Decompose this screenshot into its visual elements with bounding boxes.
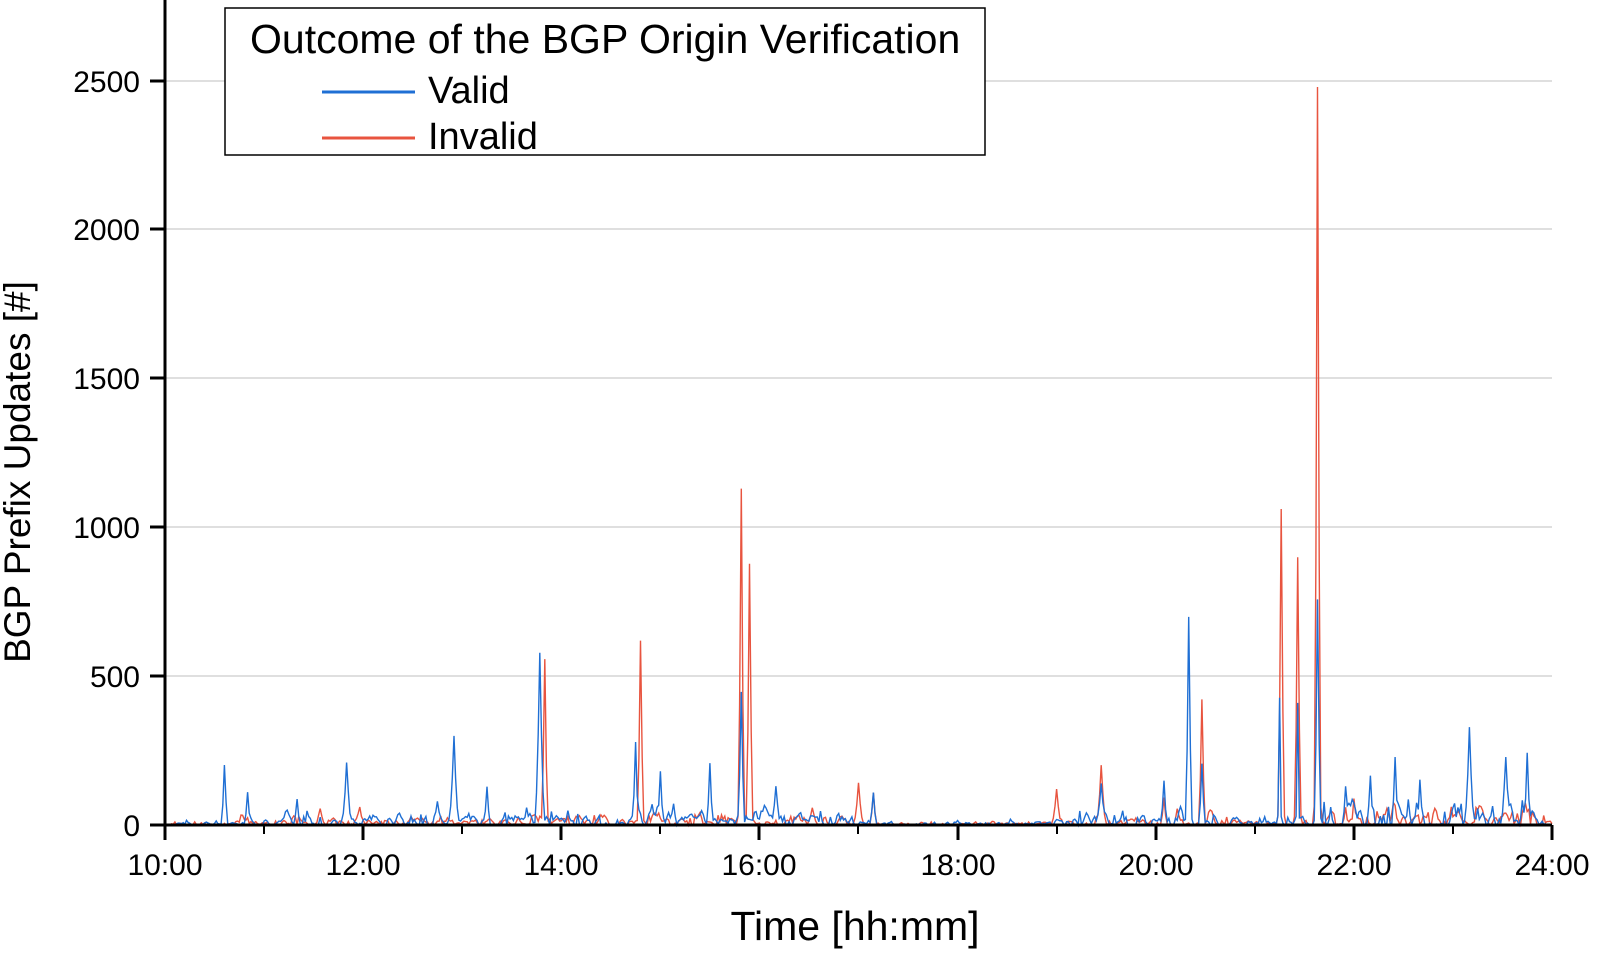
svg-text:0: 0 [123, 810, 140, 843]
svg-text:14:00: 14:00 [523, 849, 598, 882]
svg-text:Invalid: Invalid [428, 116, 538, 158]
svg-text:20:00: 20:00 [1118, 849, 1193, 882]
svg-text:18:00: 18:00 [920, 849, 995, 882]
svg-text:12:00: 12:00 [325, 849, 400, 882]
svg-text:1000: 1000 [73, 512, 140, 545]
svg-text:Outcome of the BGP Origin Veri: Outcome of the BGP Origin Verification [250, 16, 960, 62]
svg-text:Time [hh:mm]: Time [hh:mm] [730, 903, 979, 949]
svg-text:1500: 1500 [73, 363, 140, 396]
svg-text:2500: 2500 [73, 66, 140, 99]
svg-text:22:00: 22:00 [1316, 849, 1391, 882]
svg-text:24:00: 24:00 [1514, 849, 1589, 882]
svg-text:16:00: 16:00 [721, 849, 796, 882]
svg-text:10:00: 10:00 [127, 849, 202, 882]
svg-text:2000: 2000 [73, 214, 140, 247]
svg-text:BGP Prefix Updates [#]: BGP Prefix Updates [#] [0, 281, 38, 663]
svg-text:Valid: Valid [428, 70, 510, 112]
svg-text:500: 500 [90, 661, 140, 694]
